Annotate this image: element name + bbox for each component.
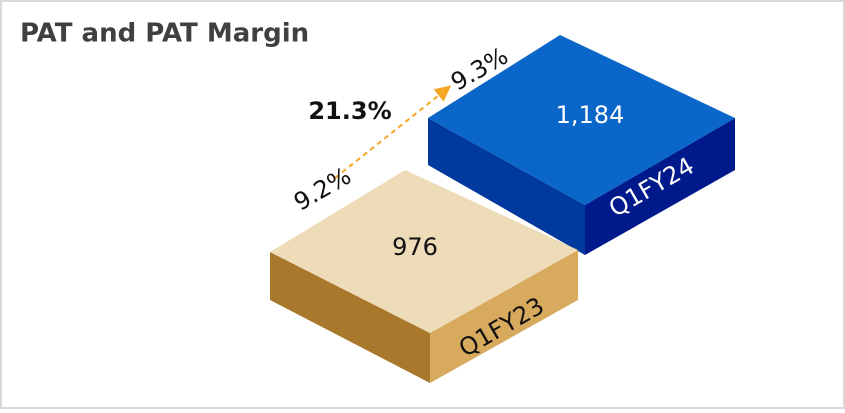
box-face-right — [430, 250, 578, 383]
box-q1fy24: 1,184 Q1FY24 — [428, 35, 735, 255]
growth-label: 21.3% — [308, 97, 391, 125]
box-face-left — [270, 252, 430, 383]
value-label: 976 — [392, 233, 438, 261]
box-face-top — [428, 35, 735, 205]
box-face-top — [270, 170, 578, 333]
arrow — [334, 85, 452, 179]
box-face-right — [585, 118, 735, 255]
value-label: 1,184 — [556, 101, 625, 129]
title: PAT and PAT Margin — [20, 19, 309, 49]
box-face-left — [428, 118, 585, 255]
